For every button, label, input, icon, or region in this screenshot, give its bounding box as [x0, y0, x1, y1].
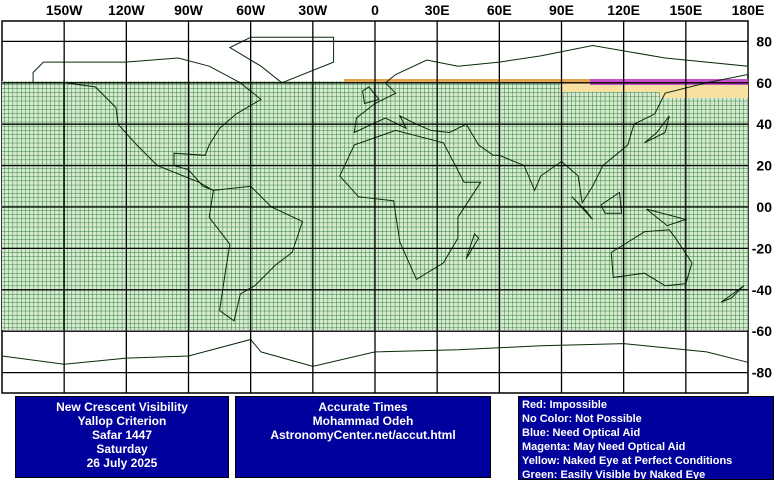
credit-line: AstronomyCenter.net/accut.html [270, 428, 456, 442]
info-line: Saturday [96, 442, 148, 456]
coastline [32, 57, 262, 191]
coastline [600, 191, 623, 214]
coastline [720, 285, 745, 303]
credit-line: Mohammad Odeh [312, 414, 414, 428]
latitude-label: -40 [752, 282, 772, 298]
visibility-map: 150W 120W 90W 60W 30W 0 30E 60E 90E 120E 150E 180E 8… [1, 2, 772, 394]
longitude-label: 150E [669, 2, 702, 18]
latitude-label: 80 [756, 33, 772, 49]
info-line: New Crescent Visibility [56, 400, 188, 414]
axis-labels: 150W 120W 90W 60W 30W 0 30E 60E 90E 120E 150E 180E 8… [46, 2, 772, 381]
magenta-zone [590, 79, 748, 85]
info-box: New Crescent Visibility Yallop Criterion S… [15, 396, 229, 478]
latitude-label: -60 [752, 323, 772, 339]
info-line: Yallop Criterion [77, 414, 167, 428]
longitude-label: 120W [108, 2, 145, 18]
longitude-label: 30W [298, 2, 328, 18]
legend-item: Magenta: May Need Optical Aid [522, 441, 686, 453]
longitude-label: 0 [371, 2, 379, 18]
graticule [2, 21, 748, 393]
legend-item: Red: Impossible [522, 399, 607, 411]
yellow-zone [660, 88, 748, 98]
coastline [339, 129, 482, 281]
orange-edge [344, 79, 748, 82]
longitude-label: 90W [174, 2, 204, 18]
coastline [362, 86, 380, 105]
info-line: 26 July 2025 [86, 456, 158, 470]
latitude-label: -20 [752, 240, 772, 256]
credits-box: Accurate Times Mohammad Odeh AstronomyCent… [235, 396, 491, 478]
longitude-label: 180E [732, 2, 765, 18]
latitude-label: 40 [756, 116, 772, 132]
longitude-label: 120E [607, 2, 640, 18]
legend-box: Red: Impossible No Color: Not Possible Blu… [518, 396, 774, 480]
yellow-zone [560, 82, 748, 92]
legend-item: Yellow: Naked Eye at Perfect Conditions [522, 455, 733, 467]
coastline [644, 115, 670, 144]
latitude-label: 20 [756, 158, 772, 174]
coastline [646, 208, 688, 227]
legend-item: No Color: Not Possible [522, 413, 642, 425]
longitude-label: 60E [487, 2, 512, 18]
legend-item: Green: Easily Visible by Naked Eye [522, 469, 706, 480]
longitude-label: 150W [46, 2, 83, 18]
longitude-label: 60W [236, 2, 266, 18]
credit-line: Accurate Times [318, 400, 408, 414]
latitude-label: -80 [752, 365, 772, 381]
longitude-label: 90E [549, 2, 574, 18]
latitude-label: 00 [756, 199, 772, 215]
longitude-label: 30E [425, 2, 450, 18]
coastline [571, 196, 594, 220]
coastline [353, 44, 749, 205]
info-line: Safar 1447 [91, 428, 153, 442]
latitude-label: 60 [756, 75, 772, 91]
legend-item: Blue: Need Optical Aid [522, 427, 641, 439]
coastline [610, 229, 693, 287]
